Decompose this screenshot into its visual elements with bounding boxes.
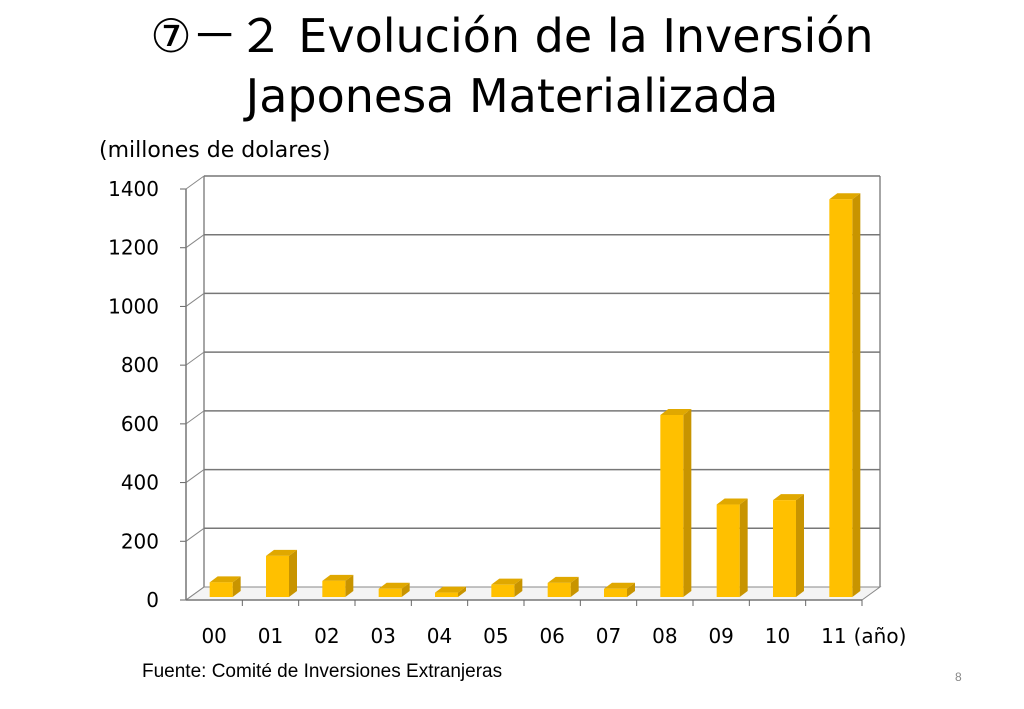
x-tick-label: 09 xyxy=(708,624,733,648)
side-wall-gridline xyxy=(185,175,205,190)
source-note: Fuente: Comité de Inversiones Extranjera… xyxy=(142,661,503,682)
bar-side xyxy=(232,576,241,597)
page-number: 8 xyxy=(955,670,962,684)
bar-top xyxy=(322,574,354,581)
bar xyxy=(209,582,233,597)
bar-side xyxy=(514,578,523,597)
bar xyxy=(604,588,627,597)
bar-top xyxy=(435,586,466,593)
x-tick-label: 03 xyxy=(370,624,395,648)
x-tick-label: 10 xyxy=(765,624,790,648)
side-wall-gridline xyxy=(185,351,205,366)
bar xyxy=(716,504,740,597)
side-wall-gridline xyxy=(185,469,205,483)
y-tick-label: 1400 xyxy=(108,177,159,201)
x-tick-label: 06 xyxy=(539,624,564,648)
bar-top xyxy=(378,582,410,589)
slide-title: ⑦－２ Evolución de la Inversión Japonesa M… xyxy=(0,6,1024,126)
title-line-2: Japonesa Materializada xyxy=(245,69,779,123)
bar-top xyxy=(266,549,297,556)
bar xyxy=(322,580,346,597)
bar-top xyxy=(660,408,692,415)
bar xyxy=(266,555,289,597)
bar xyxy=(547,582,571,597)
y-tick-label: 0 xyxy=(146,588,159,612)
bar-top xyxy=(209,576,241,583)
x-tick-label: 08 xyxy=(652,624,677,648)
bar xyxy=(660,414,684,597)
bar xyxy=(773,500,796,597)
bar-top xyxy=(547,576,579,583)
title-line-1: ⑦－２ Evolución de la Inversión xyxy=(150,9,874,63)
side-wall-gridline xyxy=(185,410,205,425)
bar-side xyxy=(345,574,354,597)
bar-side xyxy=(852,193,861,598)
y-tick-label: 1200 xyxy=(108,236,159,260)
side-wall-gridline xyxy=(185,293,205,307)
y-tick-label: 800 xyxy=(121,353,159,377)
bar-top xyxy=(773,494,804,501)
bar-top xyxy=(604,582,635,589)
x-tick-label: 05 xyxy=(483,624,508,648)
bar-side xyxy=(458,586,466,597)
bar xyxy=(829,199,853,598)
bar-top xyxy=(716,498,748,505)
bar-side xyxy=(796,494,804,597)
bar-side xyxy=(683,408,692,597)
bar-top xyxy=(491,578,523,585)
bar-side xyxy=(570,576,579,597)
x-tick-label: 02 xyxy=(314,624,339,648)
bar xyxy=(435,592,458,597)
x-tick-label: 01 xyxy=(258,624,283,648)
y-tick-label: 200 xyxy=(121,529,159,553)
bar-side xyxy=(289,549,297,597)
y-tick-label: 1000 xyxy=(108,294,159,318)
y-tick-label: 400 xyxy=(121,471,159,495)
side-wall-gridline xyxy=(185,586,205,601)
bar-side xyxy=(401,582,410,597)
y-axis-units-label: (millones de dolares) xyxy=(99,138,331,163)
x-tick-label: 04 xyxy=(427,624,452,648)
bar xyxy=(378,588,402,597)
side-wall-gridline xyxy=(185,527,205,542)
side-wall-gridline xyxy=(185,234,205,249)
y-tick-label: 600 xyxy=(121,412,159,436)
x-tick-label: 00 xyxy=(201,624,226,648)
x-axis-label: (año) xyxy=(854,624,907,648)
bar-side xyxy=(739,498,748,597)
bar xyxy=(491,584,515,597)
bar-top xyxy=(829,193,861,200)
bar-side xyxy=(627,582,635,597)
x-tick-label: 07 xyxy=(596,624,621,648)
x-tick-label: 11 xyxy=(821,624,846,648)
